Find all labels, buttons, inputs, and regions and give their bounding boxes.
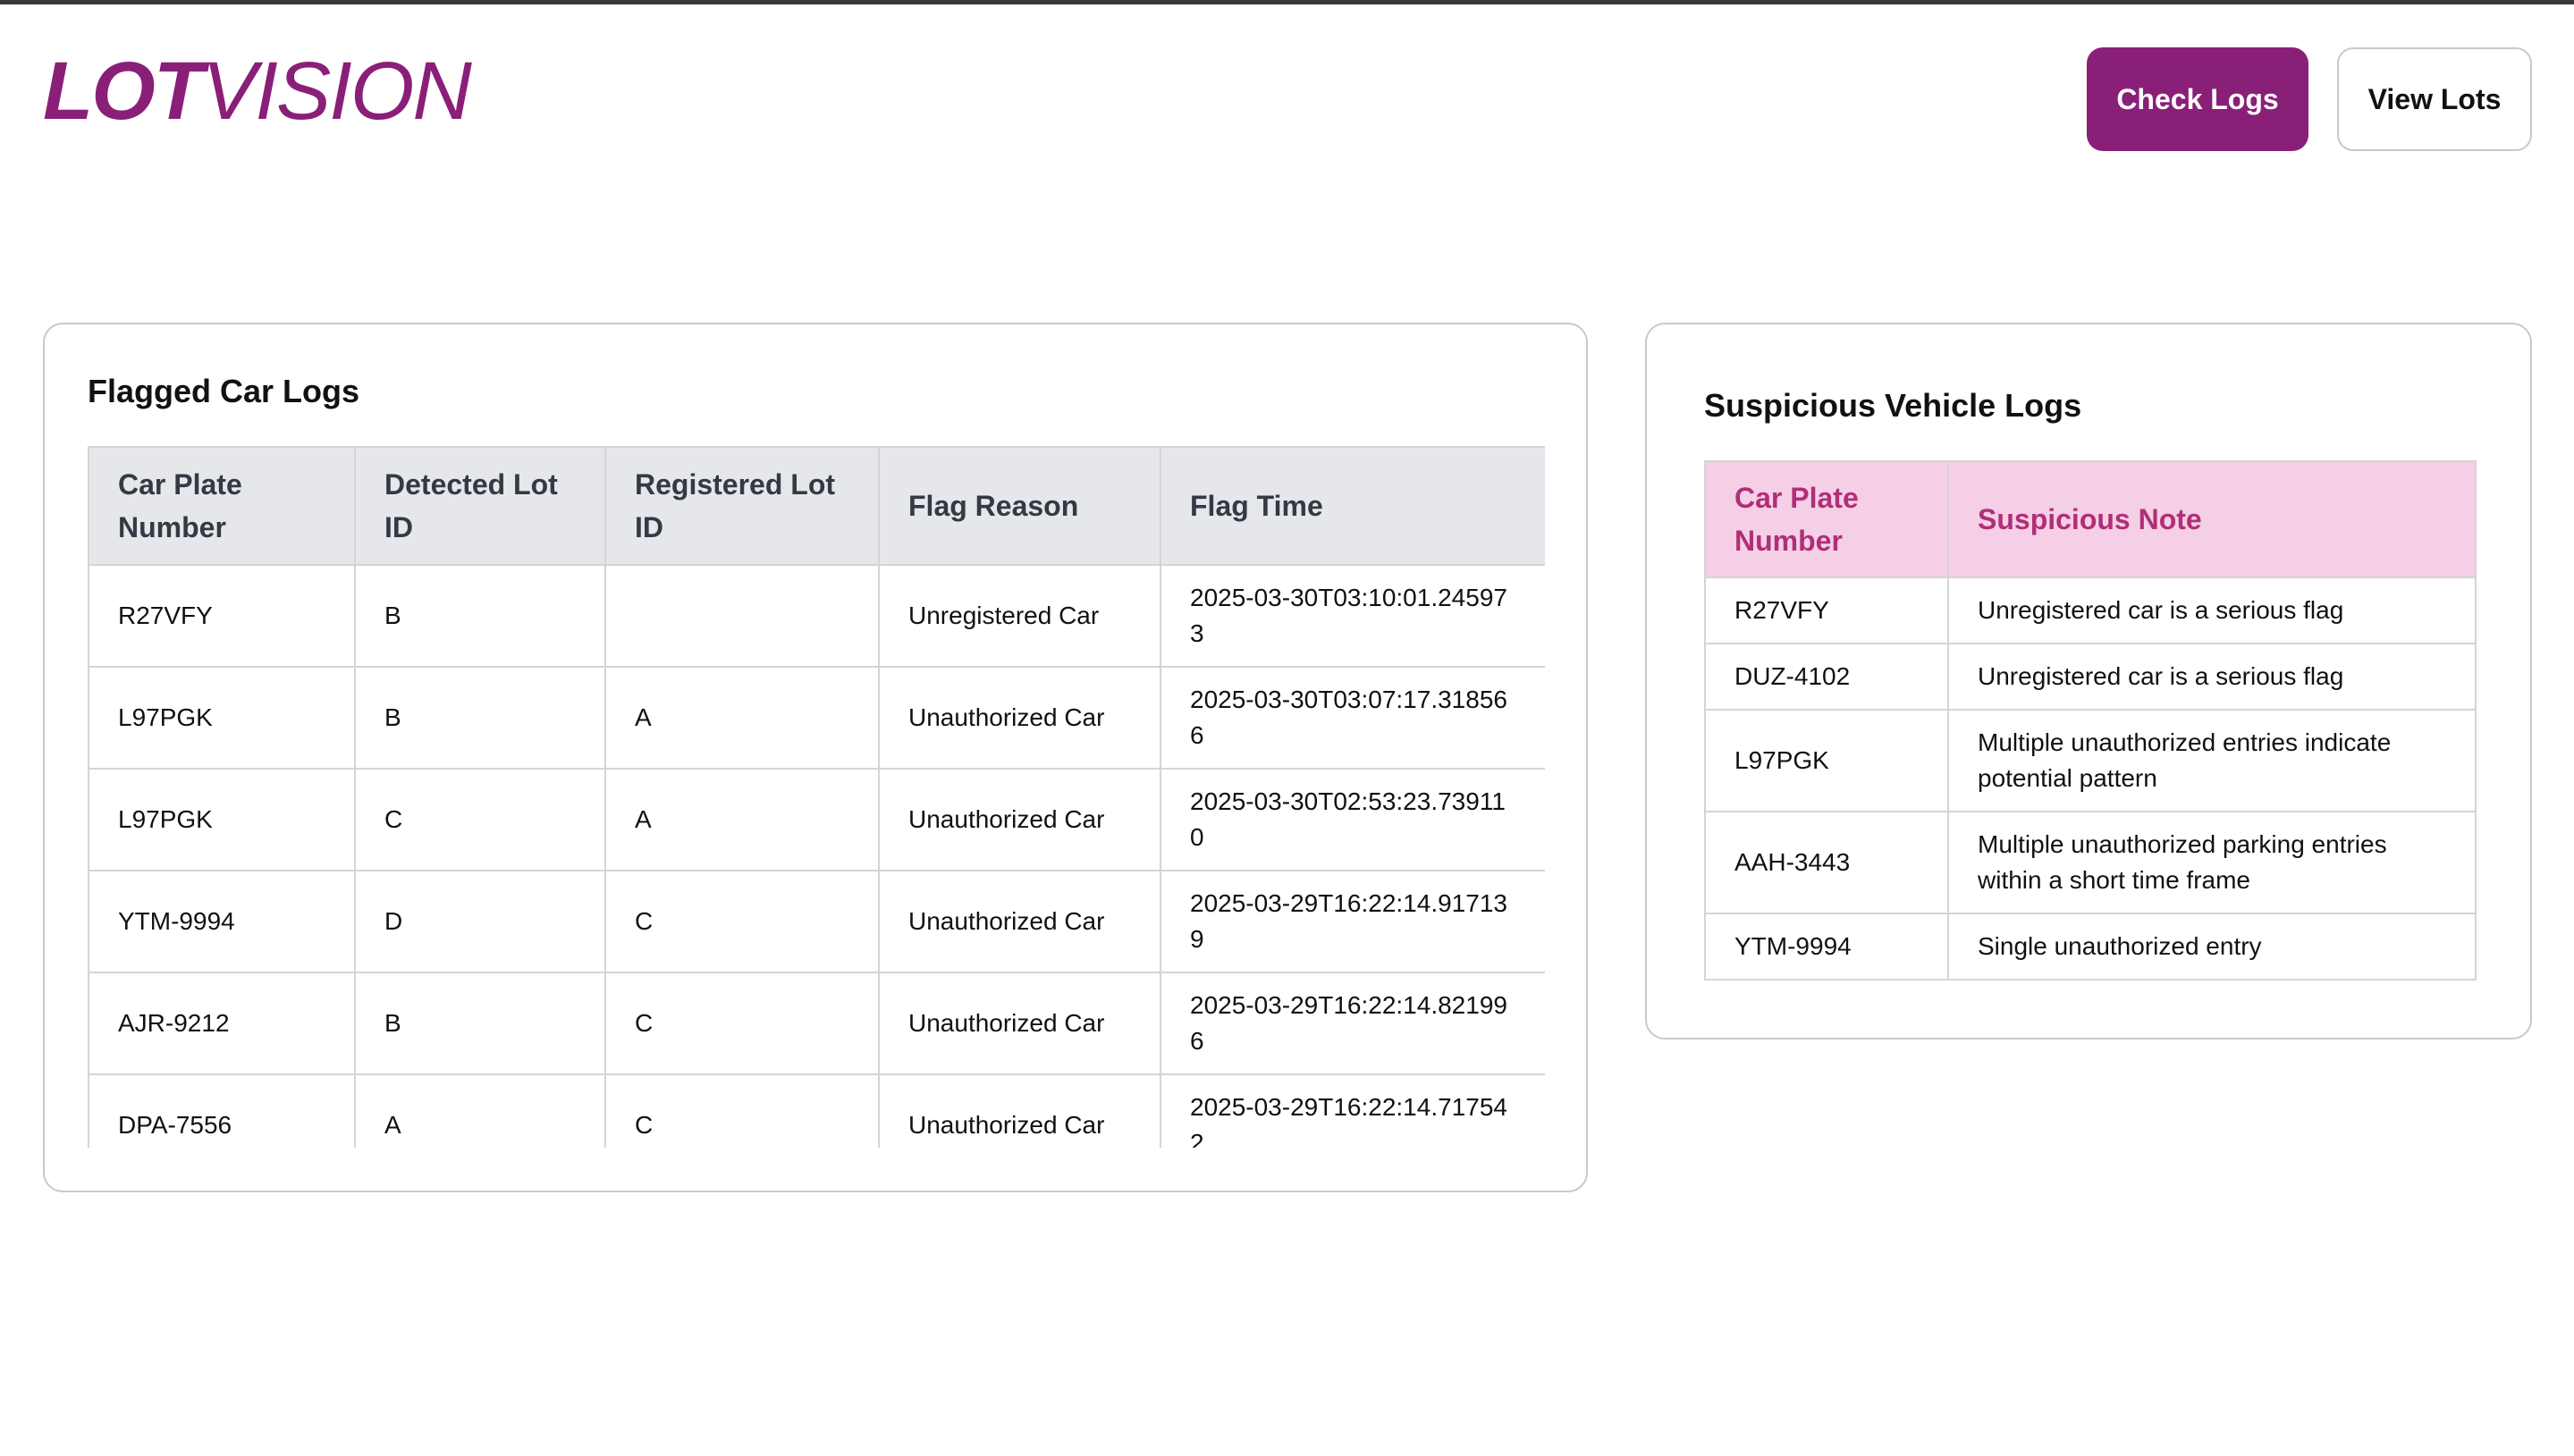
plate-cell: DPA-7556 [88, 1073, 356, 1148]
flagged-logs-title: Flagged Car Logs [88, 373, 360, 409]
note-cell: Unregistered car is a serious flag [1947, 577, 2477, 644]
plate-cell: R27VFY [88, 564, 356, 668]
col-car-plate-number: Car Plate Number [1704, 460, 1949, 578]
flag-reason-cell: Unauthorized Car [878, 870, 1161, 973]
note-cell: Single unauthorized entry [1947, 913, 2477, 980]
flag-time-cell: 2025-03-30T03:10:01.245973 [1160, 564, 1545, 668]
col-car-plate-number: Car Plate Number [88, 446, 356, 566]
top-border [0, 0, 2574, 4]
note-cell: Multiple unauthorized entries indicate p… [1947, 709, 2477, 812]
table-row: AJR-9212 B C Unauthorized Car 2025-03-29… [88, 972, 1545, 1075]
plate-cell: YTM-9994 [1704, 913, 1949, 980]
flagged-logs-scroll-area[interactable]: Car Plate Number Detected Lot ID Registe… [88, 446, 1545, 1148]
flag-reason-cell: Unauthorized Car [878, 972, 1161, 1075]
detected-lot-cell: B [354, 972, 606, 1075]
detected-lot-cell: D [354, 870, 606, 973]
suspicious-header-row: Car Plate Number Suspicious Note [1704, 460, 2477, 578]
flag-reason-cell: Unauthorized Car [878, 1073, 1161, 1148]
note-cell: Multiple unauthorized parking entries wi… [1947, 811, 2477, 914]
table-row: L97PGK Multiple unauthorized entries ind… [1704, 709, 2477, 812]
registered-lot-cell: C [604, 870, 880, 973]
table-row: AAH-3443 Multiple unauthorized parking e… [1704, 811, 2477, 914]
flag-time-cell: 2025-03-30T03:07:17.318566 [1160, 666, 1545, 770]
flag-reason-cell: Unauthorized Car [878, 768, 1161, 871]
flag-reason-cell: Unregistered Car [878, 564, 1161, 668]
view-lots-button[interactable]: View Lots [2337, 47, 2532, 151]
plate-cell: YTM-9994 [88, 870, 356, 973]
registered-lot-cell: A [604, 768, 880, 871]
plate-cell: L97PGK [88, 768, 356, 871]
flagged-header-row: Car Plate Number Detected Lot ID Registe… [88, 446, 1545, 566]
note-cell: Unregistered car is a serious flag [1947, 643, 2477, 711]
plate-cell: AJR-9212 [88, 972, 356, 1075]
plate-cell: AAH-3443 [1704, 811, 1949, 914]
detected-lot-cell: C [354, 768, 606, 871]
col-flag-reason: Flag Reason [878, 446, 1161, 566]
plate-cell: L97PGK [88, 666, 356, 770]
plate-cell: L97PGK [1704, 709, 1949, 812]
col-registered-lot-id: Registered Lot ID [604, 446, 880, 566]
col-detected-lot-id: Detected Lot ID [354, 446, 606, 566]
flag-time-cell: 2025-03-29T16:22:14.821996 [1160, 972, 1545, 1075]
check-logs-button[interactable]: Check Logs [2087, 47, 2308, 151]
flag-time-cell: 2025-03-29T16:22:14.717542 [1160, 1073, 1545, 1148]
suspicious-logs-table: Car Plate Number Suspicious Note R27VFY … [1704, 460, 2477, 980]
logo-bold-text: LOT [43, 46, 204, 137]
logo-thin-text: VISION [201, 46, 472, 137]
registered-lot-cell: A [604, 666, 880, 770]
col-flag-time: Flag Time [1160, 446, 1545, 566]
col-suspicious-note: Suspicious Note [1947, 460, 2477, 578]
flag-time-cell: 2025-03-30T02:53:23.739110 [1160, 768, 1545, 871]
table-row: YTM-9994 D C Unauthorized Car 2025-03-29… [88, 870, 1545, 973]
flag-time-cell: 2025-03-29T16:22:14.917139 [1160, 870, 1545, 973]
registered-lot-cell [604, 564, 880, 668]
flagged-logs-table: Car Plate Number Detected Lot ID Registe… [88, 446, 1545, 1148]
suspicious-logs-title: Suspicious Vehicle Logs [1704, 387, 2082, 424]
table-row: R27VFY B Unregistered Car 2025-03-30T03:… [88, 564, 1545, 668]
detected-lot-cell: B [354, 666, 606, 770]
table-row: YTM-9994 Single unauthorized entry [1704, 913, 2477, 980]
registered-lot-cell: C [604, 1073, 880, 1148]
flagged-car-logs-card: Flagged Car Logs Car Plate Number Detect… [43, 323, 1588, 1192]
table-row: L97PGK C A Unauthorized Car 2025-03-30T0… [88, 768, 1545, 871]
table-row: DUZ-4102 Unregistered car is a serious f… [1704, 643, 2477, 711]
lotvision-logo: LOTVISION [43, 46, 472, 137]
table-row: R27VFY Unregistered car is a serious fla… [1704, 577, 2477, 644]
plate-cell: DUZ-4102 [1704, 643, 1949, 711]
detected-lot-cell: B [354, 564, 606, 668]
detected-lot-cell: A [354, 1073, 606, 1148]
flag-reason-cell: Unauthorized Car [878, 666, 1161, 770]
suspicious-vehicle-logs-card: Suspicious Vehicle Logs Car Plate Number… [1645, 323, 2532, 1039]
table-row: L97PGK B A Unauthorized Car 2025-03-30T0… [88, 666, 1545, 770]
table-row: DPA-7556 A C Unauthorized Car 2025-03-29… [88, 1073, 1545, 1148]
registered-lot-cell: C [604, 972, 880, 1075]
plate-cell: R27VFY [1704, 577, 1949, 644]
